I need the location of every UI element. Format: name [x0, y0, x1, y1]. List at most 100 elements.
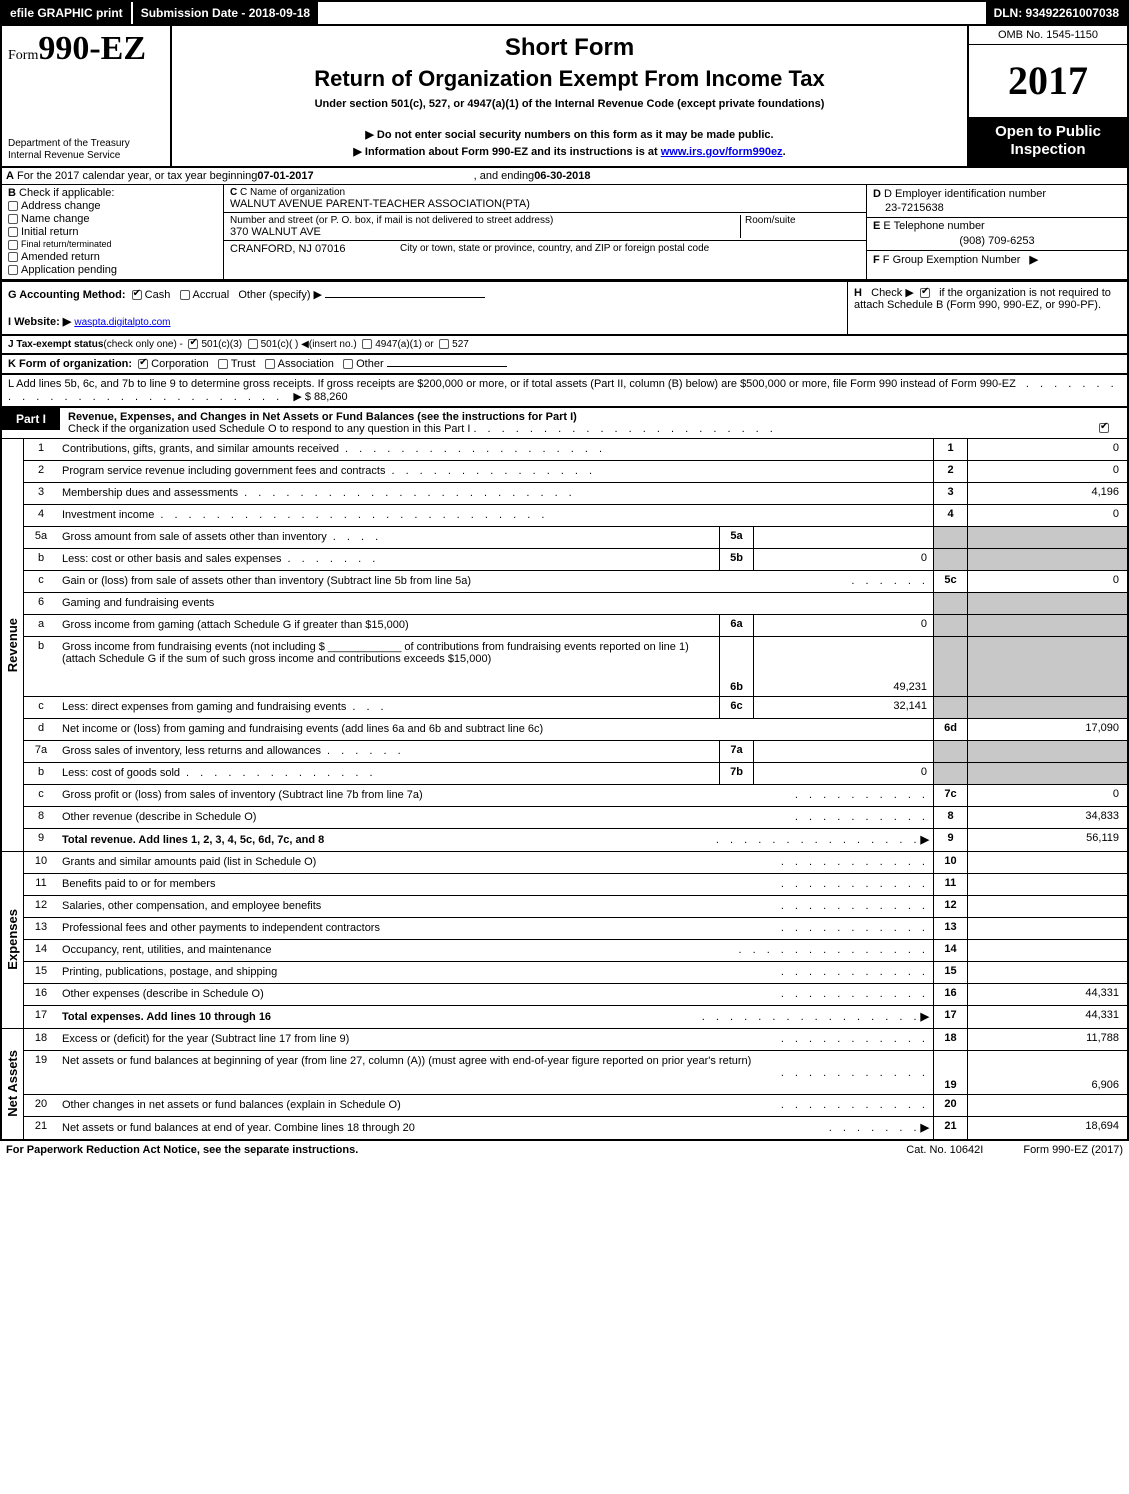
r15-n: 15 — [24, 962, 58, 983]
r6d-n: d — [24, 719, 58, 740]
org-name: WALNUT AVENUE PARENT-TEACHER ASSOCIATION… — [230, 198, 860, 210]
r4-rn: 4 — [933, 505, 967, 526]
r18-rv: 11,788 — [967, 1029, 1127, 1050]
checkbox-other-org[interactable] — [343, 359, 353, 369]
r7c-d: Gross profit or (loss) from sales of inv… — [62, 789, 423, 801]
r16-d: Other expenses (describe in Schedule O) — [62, 988, 264, 1000]
r16-rv: 44,331 — [967, 984, 1127, 1005]
checkbox-application-pending[interactable] — [8, 265, 18, 275]
r7c-rv: 0 — [967, 785, 1127, 806]
side-netassets: Net Assets — [2, 1029, 24, 1139]
section-l: L Add lines 5b, 6c, and 7b to line 9 to … — [0, 375, 1129, 408]
checkbox-accrual[interactable] — [180, 290, 190, 300]
checkbox-501c[interactable] — [248, 339, 258, 349]
r7c-rn: 7c — [933, 785, 967, 806]
lbl-final-return: Final return/terminated — [21, 239, 112, 249]
row-7c: c Gross profit or (loss) from sales of i… — [24, 785, 1127, 807]
side-expenses-text: Expenses — [5, 909, 20, 970]
r11-rv — [967, 874, 1127, 895]
header-center: Short Form Return of Organization Exempt… — [172, 26, 967, 166]
r17-n: 17 — [24, 1006, 58, 1028]
r6-rv — [967, 593, 1127, 614]
checkbox-trust[interactable] — [218, 359, 228, 369]
line-i: I Website: ▶ waspta.digitalpto.com — [8, 315, 841, 328]
lbl-name-change: Name change — [21, 213, 90, 225]
submission-date-button[interactable]: Submission Date - 2018-09-18 — [133, 2, 320, 24]
r14-rv — [967, 940, 1127, 961]
row-18: 18 Excess or (deficit) for the year (Sub… — [24, 1029, 1127, 1051]
r5c-n: c — [24, 571, 58, 592]
checkbox-association[interactable] — [265, 359, 275, 369]
r11-n: 11 — [24, 874, 58, 895]
row-7b: b Less: cost of goods sold. . . . . . . … — [24, 763, 1127, 785]
r5c-d: Gain or (loss) from sale of assets other… — [62, 575, 471, 587]
r12-d: Salaries, other compensation, and employ… — [62, 900, 321, 912]
website-link[interactable]: waspta.digitalpto.com — [74, 317, 170, 328]
r5c-rn: 5c — [933, 571, 967, 592]
r15-rv — [967, 962, 1127, 983]
r16-n: 16 — [24, 984, 58, 1005]
l-text: L Add lines 5b, 6c, and 7b to line 9 to … — [8, 378, 1016, 390]
checkbox-cash[interactable] — [132, 290, 142, 300]
r6c-rn — [933, 697, 967, 718]
r6b-mn: 6b — [719, 637, 753, 696]
line-a: A For the 2017 calendar year, or tax yea… — [2, 168, 1127, 185]
r11-rn: 11 — [933, 874, 967, 895]
lbl-other-org: Other — [356, 358, 384, 370]
r1-d: Contributions, gifts, grants, and simila… — [62, 443, 339, 455]
k-label: K Form of organization: — [8, 358, 132, 370]
checkbox-527[interactable] — [439, 339, 449, 349]
r6c-mn: 6c — [719, 697, 753, 718]
row-3: 3 Membership dues and assessments. . . .… — [24, 483, 1127, 505]
page-footer: For Paperwork Reduction Act Notice, see … — [0, 1141, 1129, 1159]
expenses-section: Expenses 10 Grants and similar amounts p… — [2, 851, 1127, 1028]
lbl-association: Association — [278, 358, 334, 370]
label-a: A — [6, 170, 14, 182]
checkbox-corporation[interactable] — [138, 359, 148, 369]
city-label: City or town, state or province, country… — [390, 243, 860, 255]
r9-n: 9 — [24, 829, 58, 851]
dept-line1: Department of the Treasury — [8, 138, 164, 150]
note-info: ▶ Information about Form 990-EZ and its … — [180, 145, 959, 158]
row-1: 1 Contributions, gifts, grants, and simi… — [24, 439, 1127, 461]
line-g: G Accounting Method: Cash Accrual Other … — [8, 288, 841, 301]
title-return: Return of Organization Exempt From Incom… — [180, 66, 959, 92]
checkbox-4947[interactable] — [362, 339, 372, 349]
side-netassets-text: Net Assets — [5, 1050, 20, 1117]
checkbox-amended-return[interactable] — [8, 252, 18, 262]
checkbox-initial-return[interactable] — [8, 227, 18, 237]
checkbox-address-change[interactable] — [8, 201, 18, 211]
row-5a: 5a Gross amount from sale of assets othe… — [24, 527, 1127, 549]
row-14: 14 Occupancy, rent, utilities, and maint… — [24, 940, 1127, 962]
instructions-link[interactable]: www.irs.gov/form990ez — [661, 146, 783, 158]
checkbox-final-return[interactable] — [8, 240, 18, 250]
r6b-rn — [933, 637, 967, 696]
side-expenses: Expenses — [2, 852, 24, 1028]
lbl-insert-no: ◀(insert no.) — [301, 339, 356, 350]
checkbox-h[interactable] — [920, 288, 930, 298]
r5b-rn — [933, 549, 967, 570]
e-label: E Telephone number — [883, 220, 984, 232]
form-number: Form990-EZ — [8, 30, 164, 68]
r13-d: Professional fees and other payments to … — [62, 922, 380, 934]
r6a-d: Gross income from gaming (attach Schedul… — [62, 619, 409, 631]
street-address: 370 WALNUT AVE — [230, 226, 740, 238]
r21-rn: 21 — [933, 1117, 967, 1139]
r7a-d: Gross sales of inventory, less returns a… — [62, 745, 321, 757]
r5b-rv — [967, 549, 1127, 570]
r6a-mn: 6a — [719, 615, 753, 636]
r14-n: 14 — [24, 940, 58, 961]
lbl-501c3: 501(c)(3) — [201, 339, 242, 350]
f-label: F Group Exemption Number — [883, 254, 1021, 266]
efile-print-button[interactable]: efile GRAPHIC print — [2, 2, 133, 24]
r10-rn: 10 — [933, 852, 967, 873]
lbl-initial-return: Initial return — [21, 226, 78, 238]
checkbox-name-change[interactable] — [8, 214, 18, 224]
checkbox-schedule-o[interactable] — [1099, 423, 1109, 433]
r4-rv: 0 — [967, 505, 1127, 526]
checkbox-501c3[interactable] — [188, 339, 198, 349]
r5c-rv: 0 — [967, 571, 1127, 592]
r1-rv: 0 — [967, 439, 1127, 460]
room-suite-label: Room/suite — [740, 215, 860, 238]
r15-d: Printing, publications, postage, and shi… — [62, 966, 277, 978]
